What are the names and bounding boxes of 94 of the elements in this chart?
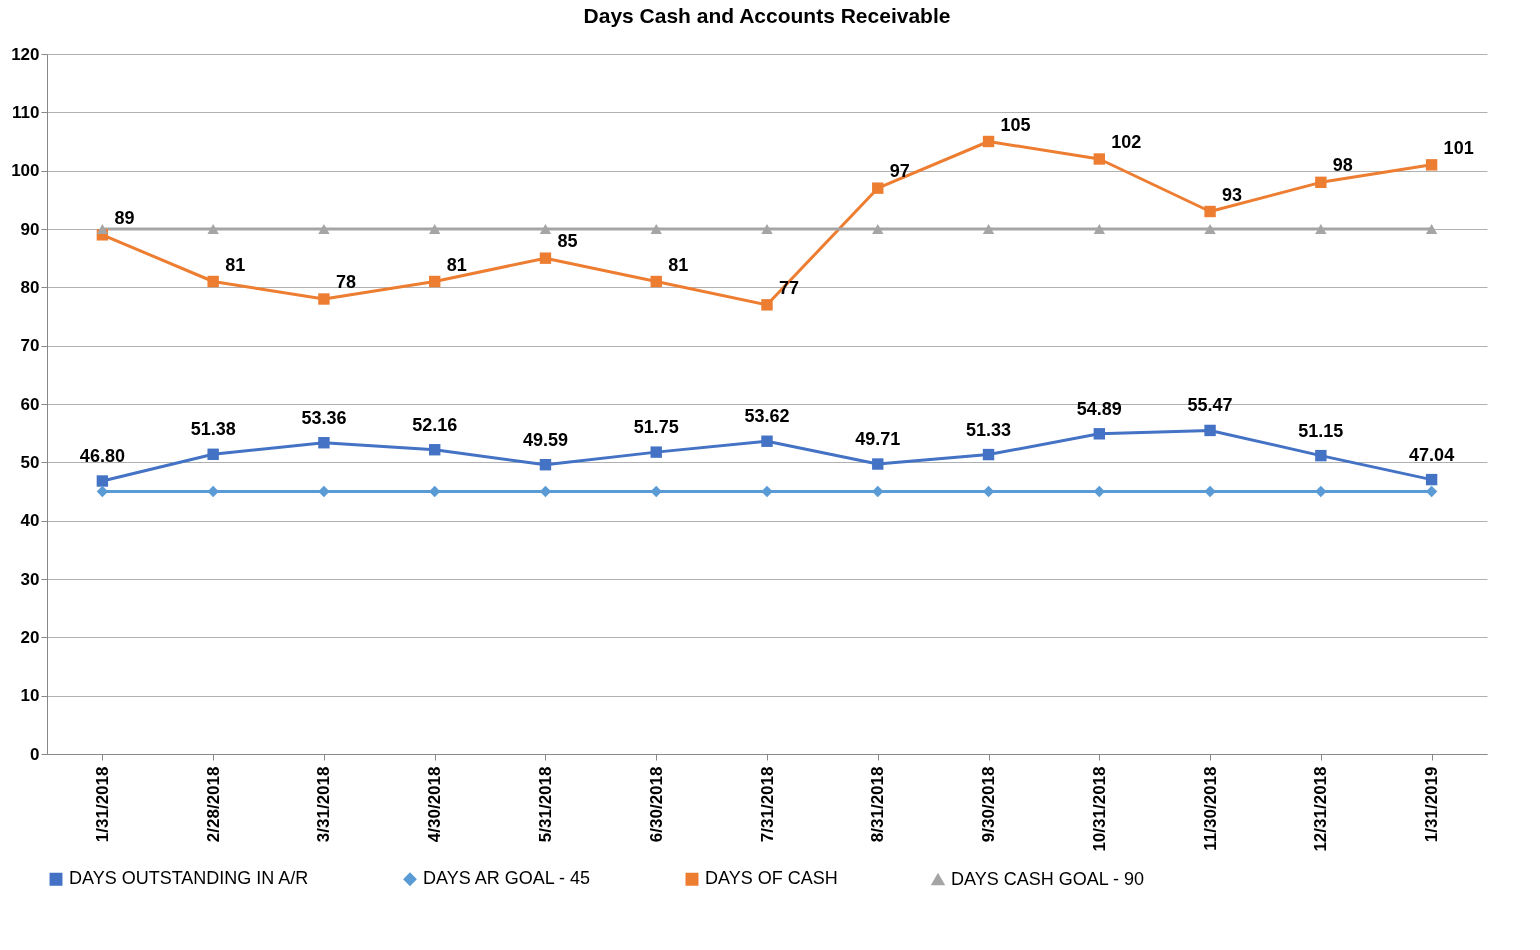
point [1093, 153, 1106, 165]
x-tick-label: 12/31/2018 [1311, 766, 1331, 852]
point [318, 293, 330, 305]
point [1315, 449, 1327, 462]
y-tick-label: 30 [20, 569, 40, 589]
x-tick-label: 1/31/2019 [1422, 766, 1442, 843]
x-tick-label: 5/31/2018 [535, 766, 555, 843]
y-tick-label: 60 [20, 394, 40, 414]
data-label: 51.33 [966, 419, 1012, 440]
point [1425, 473, 1438, 486]
data-label: 54.89 [1076, 398, 1122, 419]
data-label: 51.15 [1298, 420, 1344, 441]
point [872, 458, 884, 470]
point [318, 224, 330, 234]
y-tick-label: 20 [20, 627, 40, 647]
point [428, 444, 441, 456]
point [1425, 159, 1438, 171]
data-label: 93 [1222, 184, 1243, 205]
point [539, 252, 552, 264]
data-label: 78 [335, 272, 356, 292]
y-tick-label: 80 [20, 277, 40, 297]
y-tick-label: 70 [20, 336, 40, 356]
data-label: 81 [225, 254, 246, 275]
data-label: 102 [1111, 132, 1142, 152]
data-label: 52.16 [412, 414, 458, 435]
point [539, 459, 552, 471]
legend-label: DAYS AR GOAL - 45 [423, 868, 591, 889]
x-tick-label: 1/31/2018 [92, 766, 112, 843]
data-label: 89 [114, 207, 135, 228]
point [1315, 224, 1327, 234]
point [207, 448, 219, 460]
point [428, 224, 441, 234]
data-label: 53.36 [301, 407, 347, 428]
point [207, 224, 219, 234]
data-label: 55.47 [1187, 395, 1233, 416]
y-tick-label: 110 [12, 102, 40, 122]
data-label: 105 [1000, 114, 1031, 135]
y-tick-label: 10 [20, 686, 40, 706]
y-tick-label: 120 [11, 44, 40, 64]
x-tick-label: 11/30/2018 [1200, 766, 1220, 851]
point [96, 475, 109, 487]
point [650, 446, 662, 458]
point [650, 275, 662, 288]
x-tick-label: 8/31/2018 [868, 766, 888, 843]
point [1204, 424, 1216, 437]
y-tick-label: 90 [20, 219, 40, 239]
data-label: 46.80 [79, 446, 125, 466]
point [761, 435, 773, 447]
point [207, 275, 219, 288]
legend-label: DAYS OF CASH [705, 868, 838, 889]
data-label: 97 [889, 161, 910, 182]
point [982, 135, 995, 148]
data-label: 49.71 [855, 429, 901, 450]
data-label: 98 [1332, 155, 1353, 176]
data-label: 85 [557, 231, 578, 252]
y-tick-label: 40 [20, 511, 40, 531]
data-label: 81 [446, 254, 467, 275]
y-tick-label: 0 [30, 744, 40, 764]
data-label: 81 [668, 254, 689, 275]
point [318, 437, 330, 449]
legend-label: DAYS CASH GOAL - 90 [951, 868, 1145, 889]
y-tick-label: 100 [11, 161, 40, 181]
point [1315, 176, 1327, 189]
point [1425, 224, 1438, 234]
data-label: 101 [1443, 137, 1474, 158]
point [428, 275, 441, 288]
x-tick-label: 4/30/2018 [425, 766, 445, 843]
point [1093, 428, 1106, 440]
point [1204, 205, 1216, 218]
point [539, 224, 552, 234]
y-tick-label: 50 [20, 452, 40, 472]
data-label: 51.38 [190, 419, 236, 440]
chart-title: Days Cash and Accounts Receivable [583, 4, 951, 27]
point [872, 182, 884, 194]
point [761, 299, 773, 311]
legend-label: DAYS OUTSTANDING IN A/R [69, 868, 309, 889]
data-label: 53.62 [744, 406, 790, 427]
point [96, 224, 109, 234]
x-tick-label: 3/31/2018 [314, 766, 334, 843]
data-label: 51.75 [633, 417, 679, 438]
x-tick-label: 10/31/2018 [1089, 766, 1109, 852]
point [761, 224, 773, 234]
point [1204, 224, 1216, 234]
point [650, 224, 662, 234]
point [872, 224, 884, 234]
x-tick-label: 2/28/2018 [203, 766, 223, 843]
data-label: 49.59 [522, 429, 568, 450]
x-tick-label: 7/31/2018 [757, 766, 777, 843]
x-tick-label: 6/30/2018 [646, 766, 666, 843]
x-tick-label: 9/30/2018 [979, 766, 999, 843]
point [1093, 224, 1106, 234]
point [982, 448, 995, 461]
point [982, 224, 995, 234]
data-label: 47.04 [1409, 444, 1455, 465]
